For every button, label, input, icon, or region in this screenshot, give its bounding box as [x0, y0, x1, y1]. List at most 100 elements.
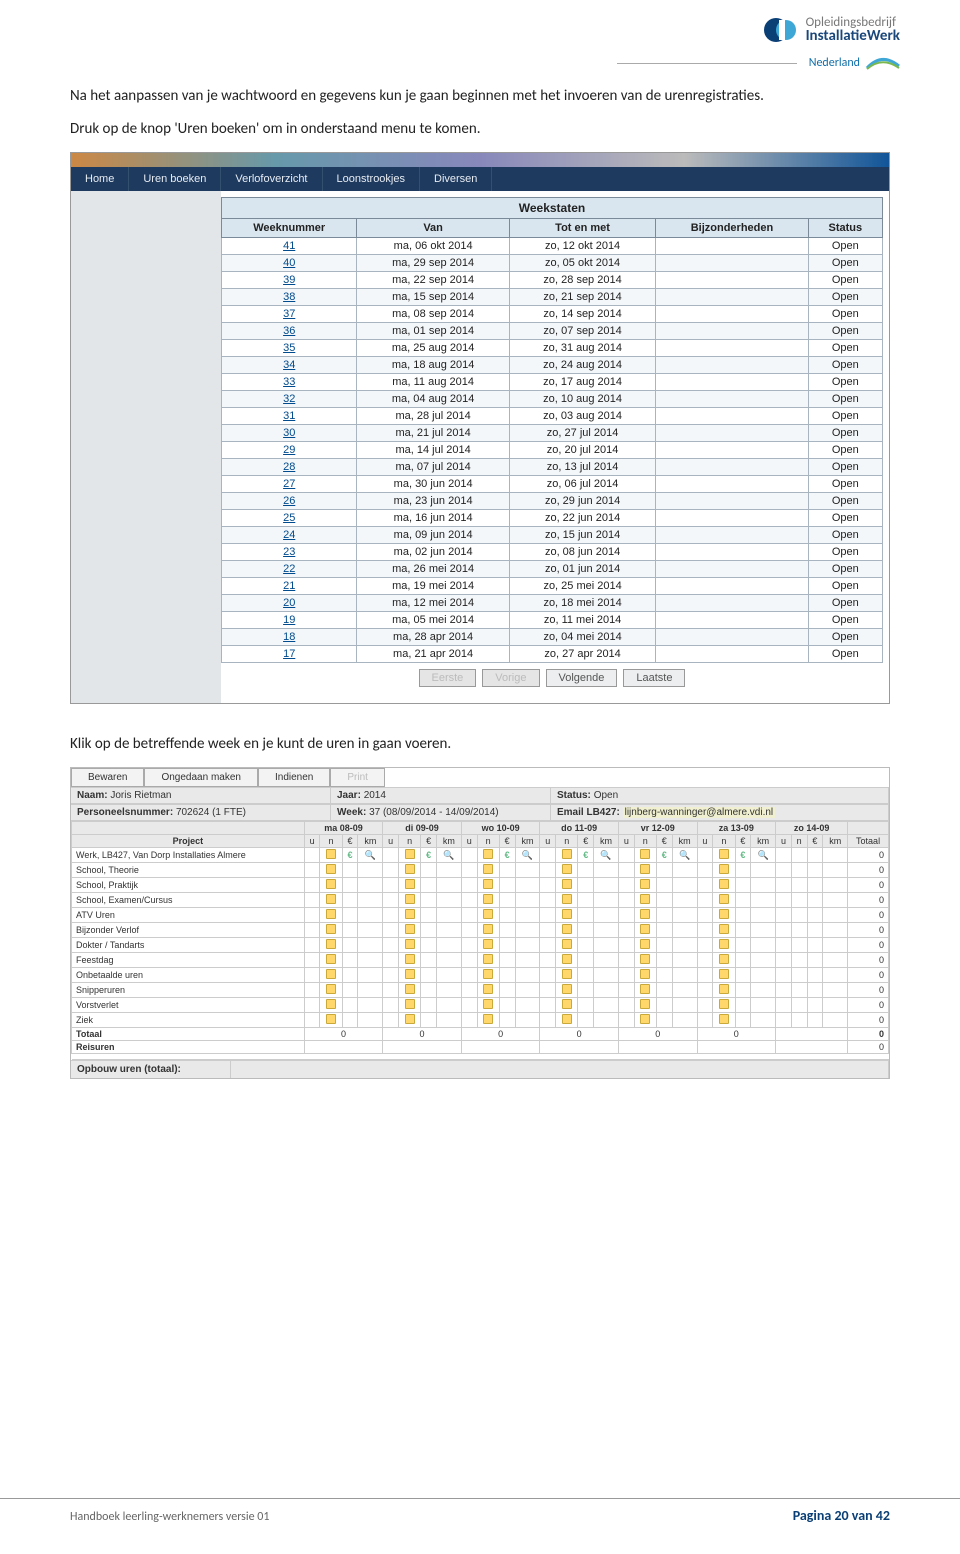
reisuren-cell[interactable]	[304, 1041, 383, 1054]
uren-cell[interactable]	[823, 863, 848, 878]
uren-cell[interactable]	[823, 923, 848, 938]
note-icon[interactable]	[483, 849, 493, 859]
euro-icon[interactable]: €	[740, 850, 745, 860]
note-icon[interactable]	[405, 1014, 415, 1024]
note-icon[interactable]	[562, 954, 572, 964]
uren-cell[interactable]	[540, 893, 556, 908]
uren-cell[interactable]	[735, 968, 751, 983]
note-icon[interactable]	[719, 1014, 729, 1024]
uren-cell[interactable]	[791, 953, 807, 968]
uren-cell[interactable]: €	[578, 848, 594, 863]
uren-cell[interactable]	[304, 893, 320, 908]
note-icon[interactable]	[562, 1014, 572, 1024]
uren-cell[interactable]	[477, 923, 499, 938]
uren-cell[interactable]	[556, 953, 578, 968]
uren-cell[interactable]	[436, 863, 461, 878]
uren-cell[interactable]	[776, 863, 792, 878]
uren-cell[interactable]	[421, 968, 437, 983]
note-icon[interactable]	[326, 924, 336, 934]
euro-icon[interactable]: €	[505, 850, 510, 860]
uren-cell[interactable]	[383, 878, 399, 893]
uren-cell[interactable]	[634, 863, 656, 878]
uren-cell[interactable]	[776, 848, 792, 863]
uren-cell[interactable]	[421, 878, 437, 893]
uren-cell[interactable]	[807, 983, 823, 998]
uren-cell[interactable]	[540, 923, 556, 938]
uren-cell[interactable]	[399, 938, 421, 953]
week-link[interactable]: 27	[283, 478, 295, 490]
uren-cell[interactable]	[807, 1013, 823, 1028]
uren-cell[interactable]	[823, 938, 848, 953]
uren-cell[interactable]	[399, 863, 421, 878]
note-icon[interactable]	[483, 999, 493, 1009]
uren-cell[interactable]: €	[499, 848, 515, 863]
reisuren-cell[interactable]	[618, 1041, 697, 1054]
uren-cell[interactable]	[477, 953, 499, 968]
uren-cell[interactable]	[436, 968, 461, 983]
uren-cell[interactable]	[791, 968, 807, 983]
uren-cell[interactable]	[436, 1013, 461, 1028]
uren-cell[interactable]	[697, 893, 713, 908]
note-icon[interactable]	[562, 879, 572, 889]
uren-cell[interactable]	[776, 983, 792, 998]
note-icon[interactable]	[326, 954, 336, 964]
uren-cell[interactable]	[823, 908, 848, 923]
uren-cell[interactable]	[735, 938, 751, 953]
uren-cell[interactable]	[618, 908, 634, 923]
uren-cell[interactable]	[807, 938, 823, 953]
uren-cell[interactable]	[578, 968, 594, 983]
uren-cell[interactable]	[499, 998, 515, 1013]
uren-cell[interactable]	[461, 923, 477, 938]
reisuren-cell[interactable]	[383, 1041, 462, 1054]
uren-cell[interactable]	[713, 1013, 735, 1028]
uren-cell[interactable]	[618, 953, 634, 968]
uren-cell[interactable]	[578, 893, 594, 908]
euro-icon[interactable]: €	[426, 850, 431, 860]
uren-cell[interactable]	[358, 893, 383, 908]
uren-cell[interactable]	[735, 983, 751, 998]
uren-cell[interactable]	[823, 968, 848, 983]
uren-cell[interactable]	[618, 983, 634, 998]
reisuren-cell[interactable]	[697, 1041, 776, 1054]
uren-cell[interactable]	[358, 908, 383, 923]
uren-cell[interactable]	[477, 893, 499, 908]
uren-cell[interactable]	[776, 1013, 792, 1028]
uren-cell[interactable]	[578, 998, 594, 1013]
note-icon[interactable]	[483, 864, 493, 874]
uren-cell[interactable]	[358, 998, 383, 1013]
week-link[interactable]: 30	[283, 427, 295, 439]
note-icon[interactable]	[326, 999, 336, 1009]
uren-cell[interactable]	[304, 908, 320, 923]
uren-cell[interactable]	[436, 908, 461, 923]
uren-cell[interactable]	[383, 908, 399, 923]
uren-cell[interactable]	[477, 968, 499, 983]
uren-cell[interactable]	[697, 968, 713, 983]
uren-cell[interactable]	[776, 908, 792, 923]
uren-cell[interactable]	[358, 863, 383, 878]
uren-cell[interactable]	[578, 953, 594, 968]
uren-cell[interactable]	[421, 908, 437, 923]
uren-cell[interactable]	[540, 953, 556, 968]
uren-cell[interactable]	[656, 938, 672, 953]
uren-cell[interactable]	[499, 938, 515, 953]
uren-cell[interactable]	[634, 878, 656, 893]
note-icon[interactable]	[640, 939, 650, 949]
uren-cell[interactable]	[304, 983, 320, 998]
uren-cell[interactable]	[634, 848, 656, 863]
uren-cell[interactable]	[358, 983, 383, 998]
uren-cell[interactable]	[618, 923, 634, 938]
uren-cell[interactable]	[697, 863, 713, 878]
uren-cell[interactable]	[556, 938, 578, 953]
note-icon[interactable]	[405, 999, 415, 1009]
uren-cell[interactable]	[477, 1013, 499, 1028]
uren-cell[interactable]	[320, 983, 342, 998]
uren-cell[interactable]	[320, 848, 342, 863]
uren-cell[interactable]	[383, 1013, 399, 1028]
note-icon[interactable]	[405, 924, 415, 934]
uren-cell[interactable]	[697, 908, 713, 923]
uren-cell[interactable]	[383, 998, 399, 1013]
menu-item-verlofoverzicht[interactable]: Verlofoverzicht	[221, 167, 322, 191]
search-icon[interactable]: 🔍	[758, 850, 769, 860]
week-link[interactable]: 17	[283, 648, 295, 660]
note-icon[interactable]	[405, 939, 415, 949]
